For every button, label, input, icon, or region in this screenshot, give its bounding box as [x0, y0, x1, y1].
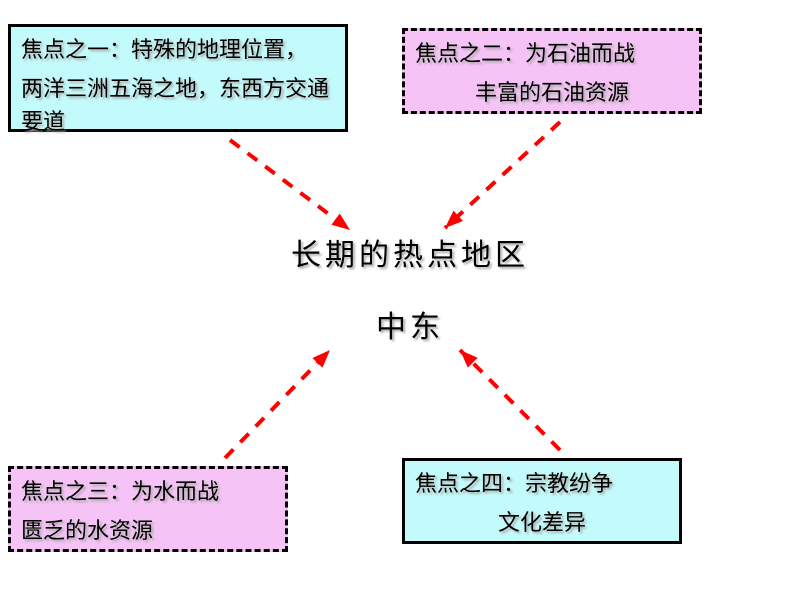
center-title: 长期的热点地区 中东 — [270, 230, 550, 346]
box-bl-body: 匮乏的水资源 — [21, 514, 275, 547]
box-top-left: 焦点之一：特殊的地理位置， 两洋三洲五海之地，东西方交通要道 — [8, 24, 348, 132]
box-top-right: 焦点之二：为石油而战 丰富的石油资源 — [402, 28, 702, 114]
box-bl-title: 焦点之三：为水而战 — [21, 475, 275, 508]
box-tr-body: 丰富的石油资源 — [415, 76, 689, 109]
center-line2: 中东 — [270, 302, 550, 346]
box-bottom-right: 焦点之四：宗教纷争 文化差异 — [402, 458, 682, 544]
box-tr-title: 焦点之二：为石油而战 — [415, 37, 689, 70]
box-bottom-left: 焦点之三：为水而战 匮乏的水资源 — [8, 466, 288, 552]
center-line1: 长期的热点地区 — [270, 230, 550, 274]
box-br-body: 文化差异 — [415, 506, 669, 539]
box-tl-body: 两洋三洲五海之地，东西方交通要道 — [21, 72, 335, 138]
box-br-title: 焦点之四：宗教纷争 — [415, 467, 669, 500]
box-tl-title: 焦点之一：特殊的地理位置， — [21, 33, 335, 66]
